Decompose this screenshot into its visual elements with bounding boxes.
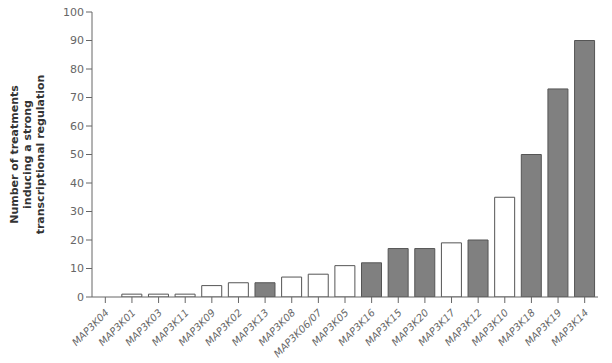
svg-text:MAP3K17: MAP3K17 [416, 306, 458, 348]
svg-text:MAP3K11: MAP3K11 [149, 306, 191, 348]
svg-text:50: 50 [70, 148, 84, 161]
svg-text:MAP3K15: MAP3K15 [362, 306, 404, 348]
svg-text:20: 20 [70, 234, 84, 247]
svg-text:60: 60 [70, 120, 84, 133]
svg-text:MAP3K09: MAP3K09 [176, 306, 218, 348]
svg-text:MAP3K14: MAP3K14 [549, 307, 590, 348]
svg-text:MAP3K20: MAP3K20 [389, 306, 431, 348]
svg-text:MAP3K01: MAP3K01 [96, 306, 138, 348]
svg-text:70: 70 [70, 91, 84, 104]
svg-text:80: 80 [70, 63, 84, 76]
svg-text:MAP3K12: MAP3K12 [442, 306, 484, 348]
svg-text:MAP3K06/07: MAP3K06/07 [271, 306, 324, 360]
svg-text:40: 40 [70, 177, 84, 190]
svg-text:MAP3K05: MAP3K05 [309, 306, 351, 348]
svg-text:MAP3K03: MAP3K03 [123, 306, 165, 348]
svg-text:MAP3K13: MAP3K13 [229, 306, 271, 348]
svg-text:MAP3K04: MAP3K04 [69, 306, 111, 348]
svg-text:MAP3K19: MAP3K19 [522, 306, 564, 348]
svg-text:Number of treatmentsinducing a: Number of treatmentsinducing a strongtra… [8, 75, 47, 235]
svg-text:0: 0 [77, 291, 84, 304]
svg-text:30: 30 [70, 205, 84, 218]
svg-text:MAP3K02: MAP3K02 [203, 306, 245, 348]
svg-text:90: 90 [70, 34, 84, 47]
svg-text:10: 10 [70, 262, 84, 275]
svg-text:MAP3K18: MAP3K18 [496, 306, 538, 348]
svg-text:MAP3K10: MAP3K10 [469, 306, 511, 348]
svg-text:MAP3K16: MAP3K16 [336, 306, 378, 348]
svg-text:MAP3K08: MAP3K08 [256, 306, 298, 348]
svg-text:100: 100 [63, 6, 84, 19]
